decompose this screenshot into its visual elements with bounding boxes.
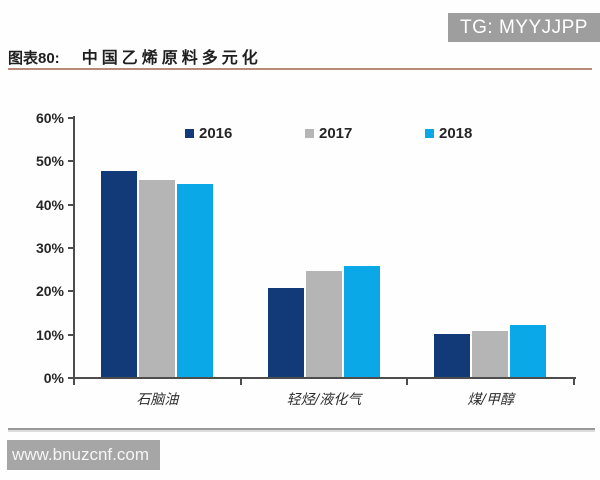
bar-2016-轻烃/液化气 xyxy=(267,288,304,379)
bar-2018-石脑油 xyxy=(177,184,213,379)
x-tick-mark xyxy=(239,379,242,385)
y-tick-label: 30% xyxy=(35,240,64,256)
y-tick-mark xyxy=(68,247,74,249)
legend-item-2017: 2017 xyxy=(305,124,353,142)
figure-title: 中国乙烯原料多元化 xyxy=(81,50,262,67)
telegram-watermark: TG: MYYJJPP xyxy=(448,13,600,42)
y-tick-label: 0% xyxy=(43,370,64,386)
y-tick-label: 60% xyxy=(35,110,64,126)
ethylene-feedstock-bar-chart: 2016 2017 2018 60% 50% 40% 30% 20% 10% 0% 石脑油 轻烃/… xyxy=(0,80,600,420)
y-tick-mark xyxy=(68,377,74,379)
site-watermark-text: www.bnuzcnf.com xyxy=(12,445,149,464)
telegram-watermark-text: TG: MYYJJPP xyxy=(460,16,588,38)
y-tick-label: 10% xyxy=(35,326,64,343)
y-tick-mark xyxy=(68,203,74,206)
bottom-divider xyxy=(8,428,595,430)
x-tick-mark xyxy=(406,379,409,385)
y-tick-mark xyxy=(68,160,74,163)
figure-number-label: 图表80: xyxy=(8,50,60,67)
y-tick-mark xyxy=(68,117,74,119)
bar-2016-煤/甲醇 xyxy=(434,333,471,379)
x-category-label-煤/甲醇: 煤/甲醇 xyxy=(467,392,515,408)
legend-label-2016: 2016 xyxy=(199,124,233,142)
y-axis-line xyxy=(73,116,75,381)
y-tick-label: 50% xyxy=(35,153,64,170)
legend-swatch-2018 xyxy=(425,128,434,138)
legend-label-2018: 2018 xyxy=(439,124,473,142)
bar-2016-石脑油 xyxy=(101,171,137,379)
site-watermark: www.bnuzcnf.com xyxy=(7,440,160,470)
y-tick-mark xyxy=(68,333,74,336)
legend-label-2017: 2017 xyxy=(319,124,353,142)
x-category-label-轻烃/液化气: 轻烃/液化气 xyxy=(286,392,362,408)
bar-2017-轻烃/液化气 xyxy=(305,270,342,379)
title-underline xyxy=(8,68,592,70)
x-category-label-石脑油: 石脑油 xyxy=(136,392,179,408)
y-tick-label: 40% xyxy=(35,196,64,213)
legend-swatch-2017 xyxy=(305,128,314,138)
figure-header: 图表80: 中国乙烯原料多元化 xyxy=(8,44,262,67)
legend-swatch-2016 xyxy=(185,128,194,138)
bar-2018-轻烃/液化气 xyxy=(343,266,380,379)
legend-item-2016: 2016 xyxy=(185,124,233,142)
bar-2017-煤/甲醇 xyxy=(472,331,509,379)
legend-item-2018: 2018 xyxy=(425,124,473,142)
bar-2018-煤/甲醇 xyxy=(510,324,547,379)
x-axis-line xyxy=(73,377,576,379)
x-tick-mark xyxy=(573,379,575,385)
y-tick-mark xyxy=(68,290,74,293)
y-tick-label: 20% xyxy=(35,283,64,300)
bar-2017-石脑油 xyxy=(139,179,175,379)
x-tick-mark xyxy=(73,379,75,385)
